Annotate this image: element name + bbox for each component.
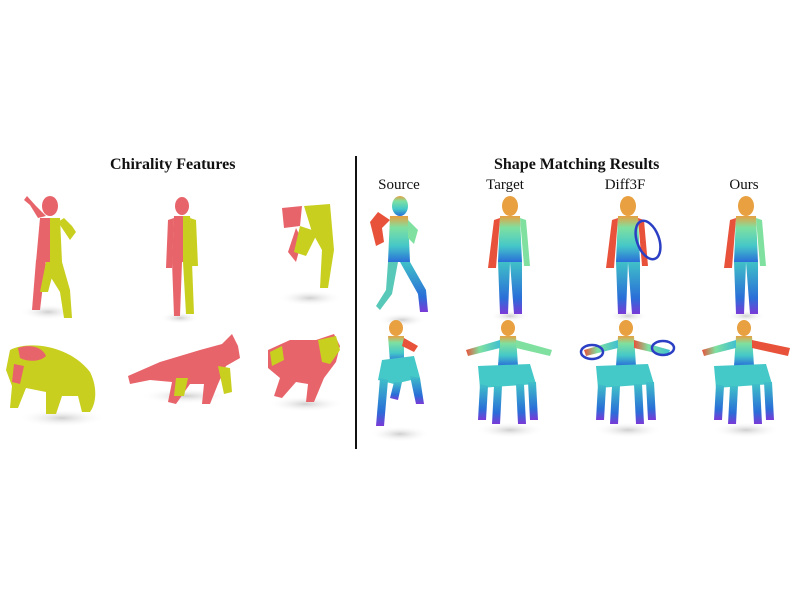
column-label-source: Source — [378, 177, 420, 193]
column-label-ours: Ours — [729, 177, 759, 193]
ours-human — [724, 196, 766, 322]
ours-centaur — [702, 320, 790, 438]
error-circle-right-hand — [650, 339, 676, 357]
chirality-human-3 — [278, 204, 342, 306]
column-label-diff3f: Diff3F — [604, 177, 646, 193]
diff3f-centaur — [579, 320, 676, 438]
target-centaur — [466, 320, 552, 438]
error-circle-arm — [634, 219, 662, 261]
source-human — [370, 196, 428, 327]
chirality-human-2 — [160, 197, 200, 324]
error-circle-left-hand — [579, 343, 605, 361]
target-human — [488, 196, 530, 322]
chirality-wolf — [128, 334, 240, 404]
shape-matching-title: Shape Matching Results — [494, 156, 660, 173]
chirality-human-1 — [20, 196, 76, 320]
chirality-title: Chirality Features — [110, 156, 236, 173]
source-centaur — [370, 320, 430, 442]
diff3f-human — [606, 196, 662, 322]
chirality-lion — [6, 345, 106, 427]
panel-divider — [355, 156, 357, 449]
column-label-target: Target — [486, 177, 524, 193]
chirality-cat — [268, 334, 344, 412]
